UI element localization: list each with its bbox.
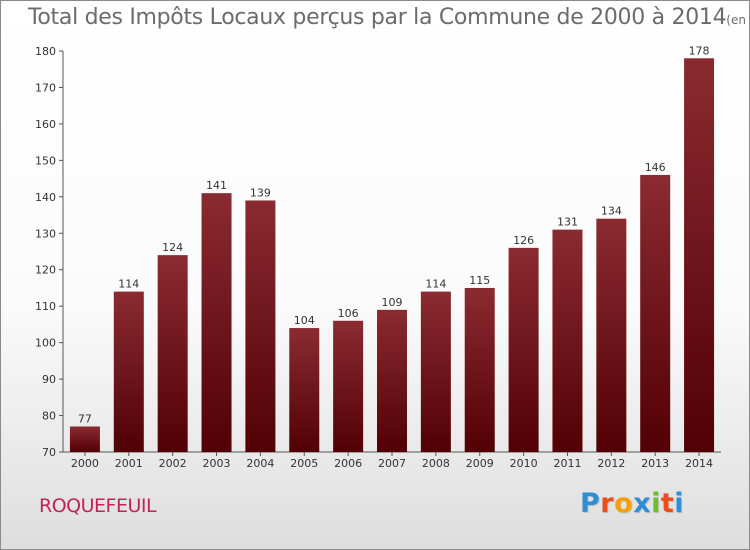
proxiti-logo: Proxiti [580, 488, 684, 519]
bar-2003 [201, 193, 232, 452]
value-label-2002: 124 [162, 241, 183, 254]
y-tick-label: 140 [35, 191, 56, 204]
bar-2014 [684, 58, 715, 453]
y-tick-label: 150 [35, 154, 56, 167]
value-label-2005: 104 [294, 314, 315, 327]
bar-2007 [377, 309, 407, 452]
logo-letter: o [614, 488, 634, 519]
logo-letter: P [580, 488, 601, 519]
x-tick-label-2009: 2009 [466, 457, 494, 470]
value-label-2006: 106 [338, 307, 359, 320]
value-label-2009: 115 [469, 274, 490, 287]
logo-letter: x [633, 488, 652, 519]
y-tick-label: 130 [35, 227, 56, 240]
x-tick-label-2001: 2001 [115, 457, 143, 470]
x-tick-label-2000: 2000 [71, 457, 99, 470]
y-tick-label: 180 [35, 45, 56, 58]
x-tick-label-2012: 2012 [597, 457, 625, 470]
value-label-2001: 114 [118, 278, 139, 291]
bar-2006 [333, 320, 364, 452]
value-label-2007: 109 [382, 296, 403, 309]
x-tick-label-2007: 2007 [378, 457, 406, 470]
bar-2001 [113, 291, 144, 452]
x-tick-label-2003: 2003 [203, 457, 231, 470]
bar-2002 [157, 255, 188, 452]
commune-name: ROQUEFEUIL [39, 495, 157, 517]
chart-subtitle: (en milliers d'€) [726, 13, 749, 27]
bar-2005 [289, 328, 320, 452]
value-label-2014: 178 [689, 44, 710, 57]
bar-2011 [552, 229, 583, 452]
x-tick-label-2008: 2008 [422, 457, 450, 470]
value-label-2011: 131 [557, 216, 578, 229]
x-tick-label-2005: 2005 [290, 457, 318, 470]
bar-2000 [69, 426, 100, 452]
chart-title-text: Total des Impôts Locaux perçus par la Co… [28, 5, 727, 30]
x-tick-label-2010: 2010 [510, 457, 538, 470]
logo-letter: t [660, 488, 675, 519]
y-tick-label: 110 [35, 300, 56, 313]
bar-2009 [464, 287, 495, 452]
chart-title: Total des Impôts Locaux perçus par la Co… [28, 5, 749, 30]
value-label-2004: 139 [250, 186, 271, 199]
logo-letter: i [674, 488, 685, 519]
value-label-2012: 134 [601, 205, 622, 218]
bar-2004 [245, 200, 276, 452]
y-tick-label: 160 [35, 118, 56, 131]
y-tick-label: 90 [42, 373, 56, 386]
y-tick-label: 120 [35, 264, 56, 277]
bar-2012 [596, 218, 627, 452]
x-tick-label-2011: 2011 [553, 457, 581, 470]
y-tick-label: 70 [42, 446, 56, 459]
x-tick-label-2013: 2013 [641, 457, 669, 470]
bar-2013 [640, 174, 671, 453]
x-tick-label-2002: 2002 [159, 457, 187, 470]
bar-2010 [508, 247, 539, 452]
x-tick-label-2014: 2014 [685, 457, 713, 470]
value-label-2013: 146 [645, 161, 666, 174]
value-label-2000: 77 [78, 412, 92, 425]
value-label-2008: 114 [425, 278, 446, 291]
x-tick-label-2006: 2006 [334, 457, 362, 470]
y-tick-label: 80 [42, 410, 56, 423]
bar-2008 [420, 291, 451, 452]
value-label-2010: 126 [513, 234, 534, 247]
logo-letter: i [651, 488, 661, 519]
value-label-2003: 141 [206, 179, 227, 192]
logo-letter: r [600, 488, 615, 519]
y-tick-label: 100 [35, 337, 56, 350]
y-tick-label: 170 [35, 81, 56, 94]
x-tick-label-2004: 2004 [246, 457, 274, 470]
